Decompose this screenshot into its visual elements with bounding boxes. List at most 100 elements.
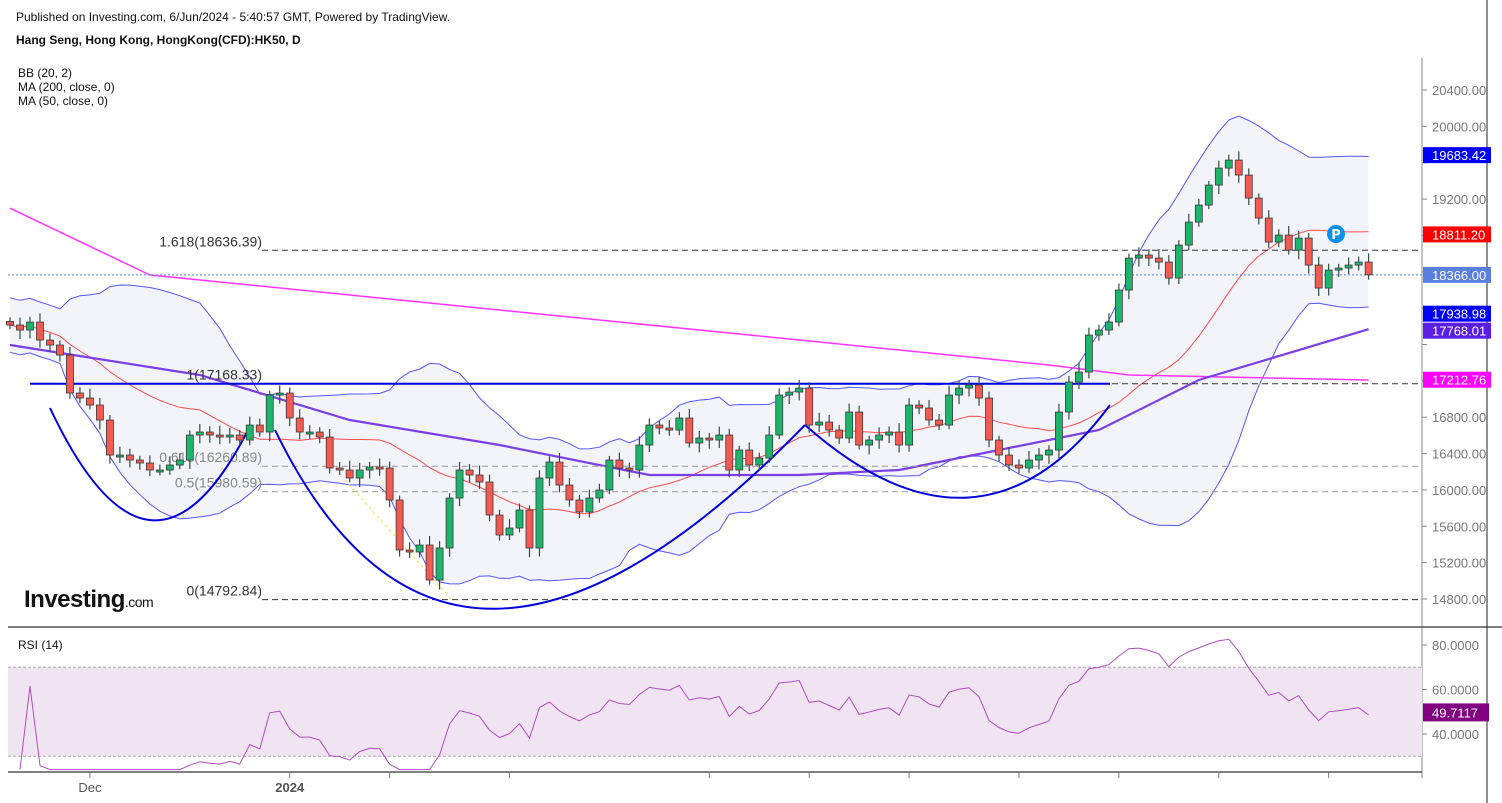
- rsi-last-value: 49.7117: [1432, 705, 1478, 720]
- price-label-box: [1423, 322, 1491, 339]
- candle-body: [455, 469, 464, 499]
- candle-body: [955, 387, 963, 396]
- pivot-marker: [1327, 225, 1345, 243]
- candle-body: [315, 431, 324, 438]
- fib-level-label: 0.5(15980.59): [175, 475, 262, 491]
- candle-body: [405, 549, 414, 553]
- candle-body: [1224, 159, 1233, 169]
- candle-body: [745, 449, 754, 466]
- candle-body: [76, 392, 84, 399]
- candle-body: [945, 394, 953, 426]
- candle-body: [26, 321, 34, 331]
- candle-body: [785, 391, 794, 396]
- ma50-line: [9, 328, 1369, 477]
- candle-body: [935, 419, 943, 426]
- candle-body: [1035, 454, 1043, 461]
- rsi-tick-label: 60.0000: [1432, 683, 1479, 698]
- candle-body: [255, 424, 264, 433]
- candle-body: [1075, 371, 1083, 383]
- candle-body: [1324, 269, 1333, 289]
- candle-body: [46, 339, 54, 346]
- candle-body: [245, 424, 254, 441]
- price-tick-label: 15200.00: [1432, 556, 1486, 571]
- candle-body: [385, 467, 394, 501]
- legend-bb[interactable]: BB (20, 2): [18, 66, 73, 80]
- candle-body: [165, 464, 174, 471]
- candle-body: [445, 497, 454, 549]
- candle-body: [905, 404, 913, 446]
- candle-body: [1124, 257, 1133, 291]
- candle-body: [1204, 184, 1213, 206]
- candle-body: [545, 461, 554, 479]
- candle-body: [1334, 267, 1343, 271]
- candle-body: [485, 481, 494, 516]
- candle-body: [1095, 329, 1103, 336]
- candle-body: [875, 434, 884, 441]
- candle-body: [365, 466, 374, 471]
- candle-body: [885, 431, 894, 436]
- candle-body: [1015, 464, 1023, 469]
- price-label-box: [1423, 371, 1491, 388]
- candle-body: [595, 489, 604, 499]
- legend-ma50[interactable]: MA (50, close, 0): [18, 94, 109, 108]
- rsi-band: [8, 667, 1422, 757]
- legend-ma200[interactable]: MA (200, close, 0): [18, 80, 115, 94]
- candle-body: [725, 434, 734, 471]
- bb-upper-line: [9, 115, 1369, 450]
- candle-body: [995, 439, 1003, 456]
- candle-body: [765, 434, 774, 459]
- price-tick-label: 15600.00: [1432, 519, 1486, 534]
- candle-body: [1154, 257, 1163, 263]
- candle-body: [845, 411, 854, 439]
- candle-body: [1294, 237, 1303, 251]
- candle-body: [685, 417, 694, 444]
- candle-body: [1144, 254, 1153, 259]
- candle-body: [1364, 261, 1373, 276]
- candle-body: [1174, 244, 1183, 279]
- cup-arc-right: [804, 404, 1111, 499]
- candle-body: [795, 387, 804, 393]
- investing-logo: Investing.com: [24, 586, 154, 614]
- price-label-value: 17212.76: [1432, 373, 1486, 388]
- candle-body: [425, 544, 434, 581]
- candle-body: [415, 544, 424, 553]
- candle-body: [985, 397, 993, 441]
- time-axis-label: 2024: [275, 780, 305, 795]
- candle-body: [16, 324, 24, 331]
- candle-body: [585, 497, 594, 513]
- price-label-box: [1423, 266, 1491, 283]
- candle-body: [815, 421, 824, 426]
- candle-body: [175, 459, 184, 466]
- candle-body: [655, 424, 664, 429]
- candle-body: [605, 459, 614, 491]
- candle-body: [1184, 221, 1193, 246]
- logo-suffix: .com: [124, 594, 154, 610]
- candle-body: [335, 467, 344, 471]
- rsi-legend: RSI (14): [18, 638, 63, 652]
- candle-body: [675, 417, 684, 431]
- symbol-title: Hang Seng, Hong Kong, HongKong(CFD):HK50…: [16, 33, 301, 47]
- candle-body: [495, 514, 504, 536]
- candle-body: [665, 427, 674, 431]
- price-tick-label: 16400.00: [1432, 447, 1486, 462]
- price-tick-label: 16800.00: [1432, 410, 1486, 425]
- fib-level-label: 0(14792.84): [186, 583, 262, 599]
- price-label-value: 17938.98: [1432, 307, 1486, 322]
- candle-body: [635, 444, 644, 471]
- candle-body: [895, 431, 904, 446]
- candle-body: [735, 449, 744, 471]
- candle-body: [345, 469, 354, 479]
- candle-body: [805, 387, 814, 426]
- candle-body: [855, 411, 864, 446]
- candle-body: [56, 344, 64, 356]
- candle-body: [625, 467, 634, 471]
- candle-body: [1114, 289, 1123, 323]
- candle-body: [235, 434, 244, 441]
- price-tick-label: 20400.00: [1432, 83, 1486, 98]
- candle-body: [1304, 237, 1313, 266]
- candle-body: [135, 459, 144, 464]
- candle-body: [1284, 234, 1293, 251]
- candle-body: [96, 404, 104, 421]
- candle-body: [475, 474, 484, 483]
